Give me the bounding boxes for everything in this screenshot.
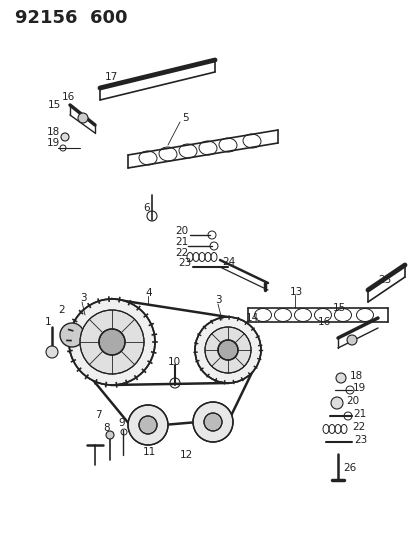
Text: 5: 5 (182, 113, 188, 123)
Text: 10: 10 (168, 357, 181, 367)
Circle shape (106, 431, 114, 439)
Text: 15: 15 (48, 100, 61, 110)
Text: 25: 25 (377, 275, 390, 285)
Circle shape (61, 133, 69, 141)
Circle shape (335, 373, 345, 383)
Text: 21: 21 (352, 409, 366, 419)
Text: 22: 22 (175, 248, 188, 258)
Text: 16: 16 (62, 92, 75, 102)
Text: 92156  600: 92156 600 (15, 9, 127, 27)
Text: 8: 8 (103, 423, 109, 433)
Text: 18: 18 (47, 127, 60, 137)
Circle shape (139, 416, 157, 434)
Text: 24: 24 (221, 257, 235, 267)
Text: 18: 18 (349, 371, 362, 381)
Circle shape (204, 413, 221, 431)
Circle shape (99, 329, 125, 355)
Circle shape (204, 327, 250, 373)
Text: 4: 4 (145, 288, 151, 298)
Text: 15: 15 (332, 303, 345, 313)
Circle shape (69, 299, 154, 385)
Circle shape (192, 402, 233, 442)
Text: 7: 7 (95, 410, 101, 420)
Text: 11: 11 (142, 447, 156, 457)
Text: 3: 3 (80, 293, 86, 303)
Text: 23: 23 (353, 435, 366, 445)
Circle shape (80, 310, 144, 374)
Circle shape (78, 113, 88, 123)
Circle shape (218, 340, 237, 360)
Circle shape (346, 335, 356, 345)
Text: 6: 6 (142, 203, 149, 213)
Text: 12: 12 (180, 450, 193, 460)
Text: 1: 1 (45, 317, 52, 327)
Text: 13: 13 (289, 287, 302, 297)
Circle shape (46, 346, 58, 358)
Circle shape (128, 405, 168, 445)
Text: 20: 20 (175, 226, 188, 236)
Text: 23: 23 (178, 258, 191, 268)
Text: 3: 3 (214, 295, 221, 305)
Text: 16: 16 (317, 317, 330, 327)
Text: 21: 21 (175, 237, 188, 247)
Circle shape (195, 317, 260, 383)
Text: 20: 20 (345, 396, 358, 406)
Text: 26: 26 (342, 463, 356, 473)
Text: 19: 19 (352, 383, 366, 393)
Text: 2: 2 (58, 305, 64, 315)
Circle shape (60, 323, 84, 347)
Text: 9: 9 (118, 418, 124, 428)
Text: 19: 19 (47, 138, 60, 148)
Circle shape (330, 397, 342, 409)
Text: 22: 22 (351, 422, 364, 432)
Text: 17: 17 (105, 72, 118, 82)
Text: 14: 14 (245, 313, 259, 323)
